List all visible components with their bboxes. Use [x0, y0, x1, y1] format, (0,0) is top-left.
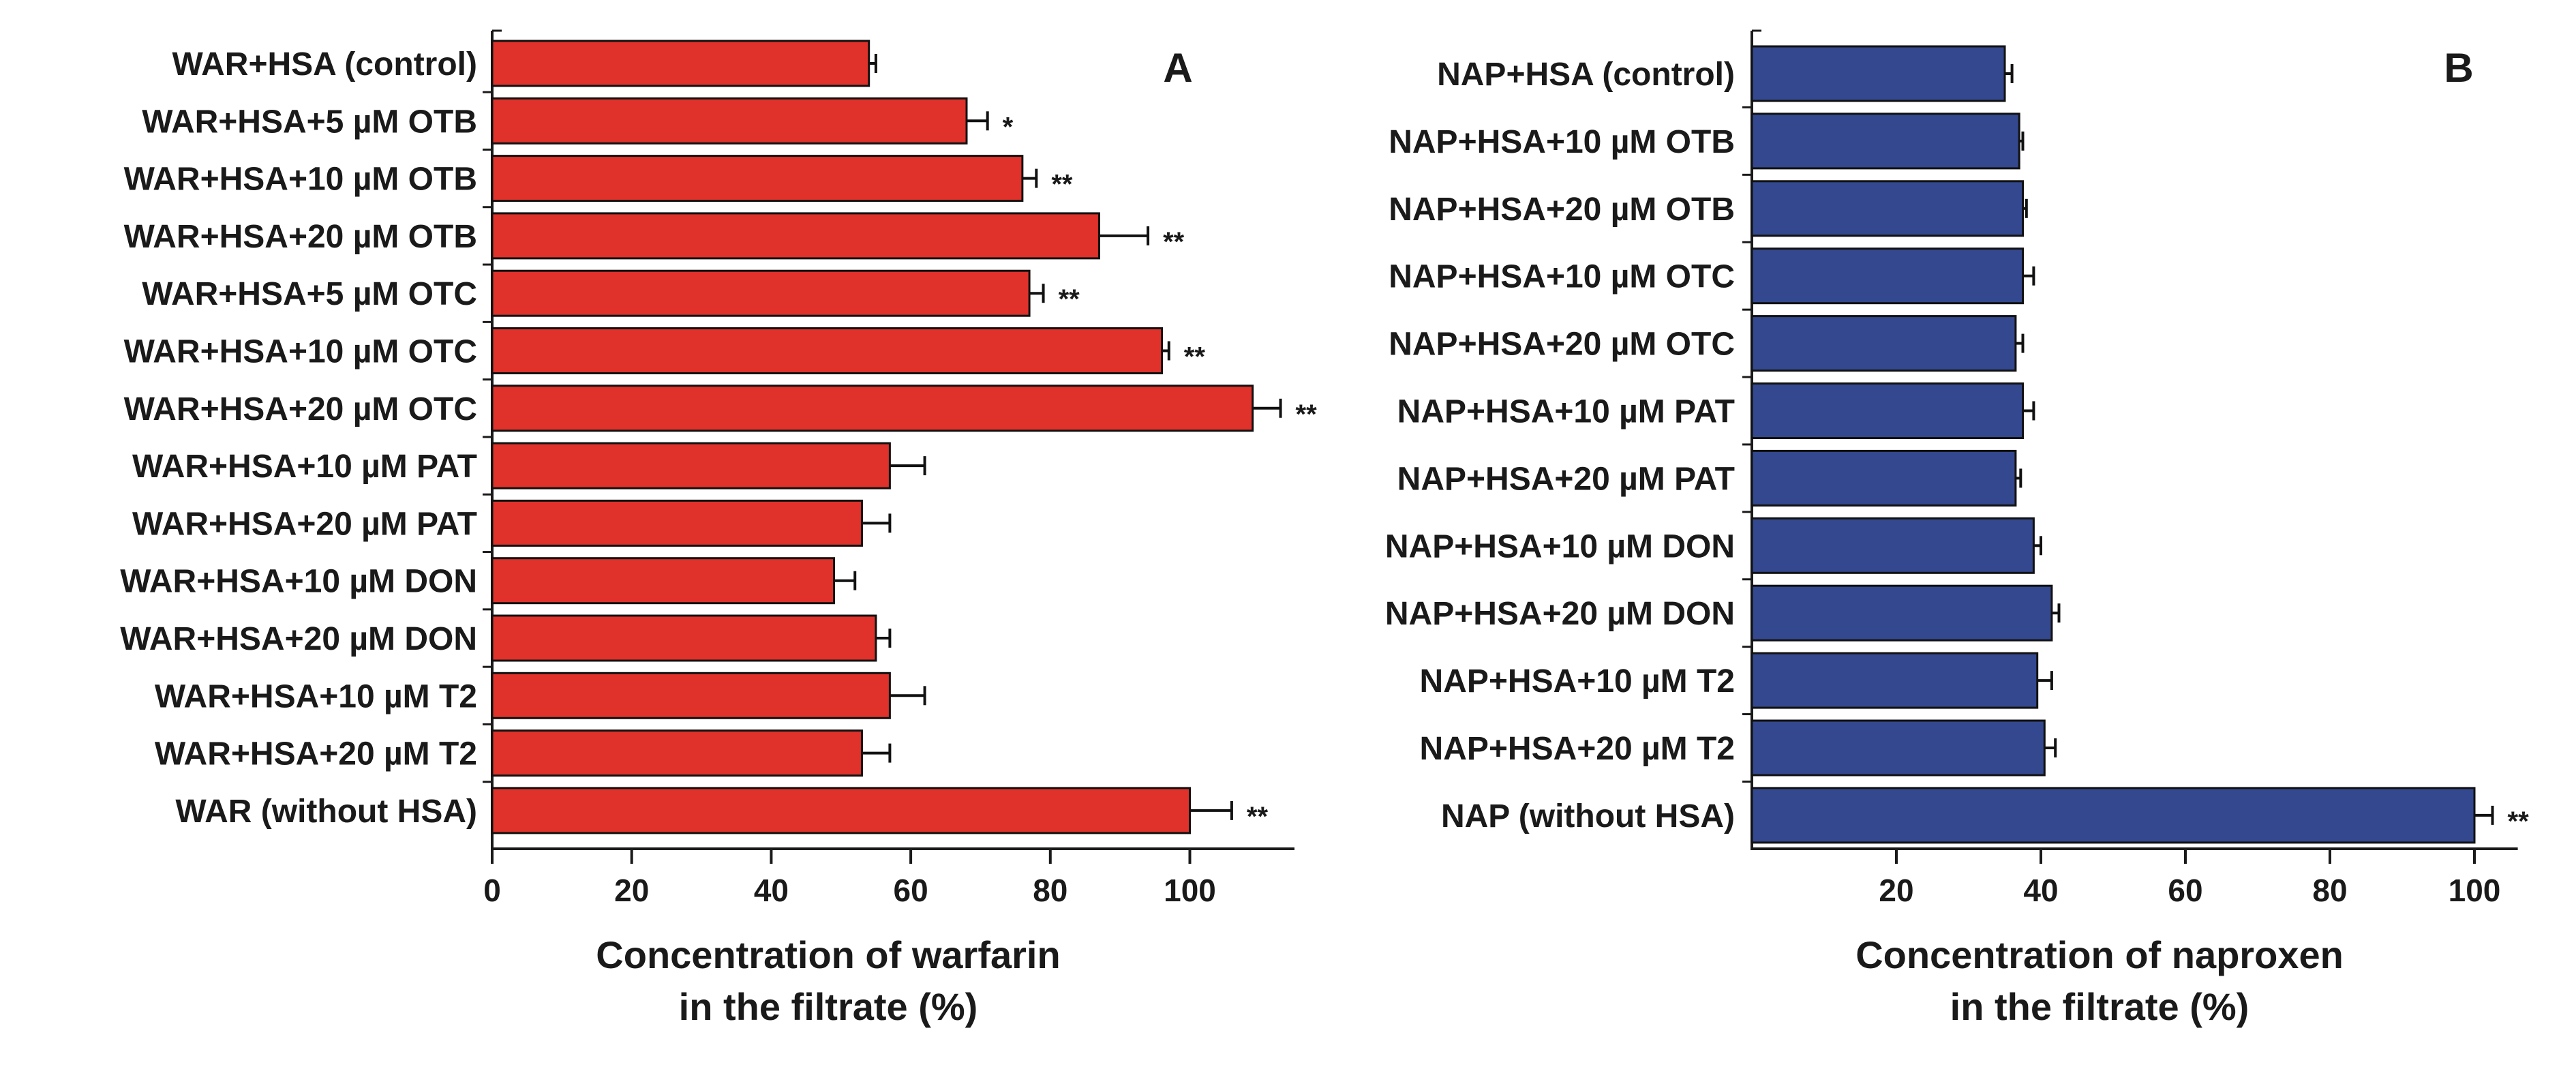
x-axis-title-line: Concentration of warfarin — [596, 933, 1060, 976]
category-label: NAP (without HSA) — [1441, 798, 1735, 834]
x-tick-label: 40 — [754, 873, 789, 908]
x-axis-title-line: Concentration of naproxen — [1855, 933, 2344, 976]
category-label: WAR+HSA+10 µM OTB — [124, 162, 477, 198]
bar — [1751, 787, 2476, 844]
category-label: WAR+HSA+5 µM OTB — [142, 104, 477, 140]
category-label: WAR+HSA+5 µM OTC — [142, 276, 477, 312]
category-label: WAR+HSA+20 µM OTB — [124, 219, 477, 255]
category-label: NAP+HSA+10 µM OTC — [1389, 259, 1735, 295]
category-label: WAR+HSA+20 µM OTC — [124, 391, 477, 427]
bar — [1751, 315, 2017, 372]
category-label: NAP+HSA+10 µM PAT — [1397, 394, 1735, 430]
x-tick-label: 100 — [1164, 873, 1216, 908]
category-label: NAP+HSA+20 µM DON — [1385, 596, 1735, 632]
significance-marker: ** — [1059, 284, 1080, 314]
category-label: WAR+HSA+10 µM OTC — [124, 334, 477, 370]
x-tick-label: 0 — [483, 873, 501, 908]
bar — [491, 40, 870, 87]
category-label: WAR+HSA+10 µM T2 — [155, 678, 477, 714]
significance-marker: ** — [1163, 227, 1185, 257]
x-axis-title-line: in the filtrate (%) — [1950, 985, 2249, 1028]
category-label: NAP+HSA+10 µM T2 — [1420, 663, 1735, 699]
category-label: NAP+HSA+20 µM PAT — [1397, 461, 1735, 497]
category-label: WAR+HSA+20 µM PAT — [132, 506, 477, 542]
category-label: WAR+HSA+20 µM T2 — [155, 736, 477, 772]
bar — [491, 327, 1164, 374]
category-label: NAP+HSA+20 µM OTC — [1389, 327, 1735, 363]
bar — [491, 614, 877, 662]
x-tick-label: 80 — [1033, 873, 1067, 908]
chart-panel-b: 20 40 60 80 100 NAP+HSA (control) NAP+HSA+10 µ… — [1385, 29, 2530, 1028]
bar — [491, 557, 836, 605]
x-tick-label: 60 — [2168, 873, 2202, 908]
bar — [1751, 652, 2039, 709]
bar — [491, 499, 863, 547]
bar — [491, 155, 1024, 202]
category-label: NAP+HSA (control) — [1437, 57, 1735, 93]
bar — [1751, 719, 2046, 777]
x-tick-label: 80 — [2312, 873, 2347, 908]
significance-marker: ** — [2508, 807, 2530, 837]
bar — [1751, 517, 2035, 574]
x-tick-label: 20 — [1879, 873, 1913, 908]
bar — [1751, 382, 2024, 439]
category-label: WAR+HSA+10 µM PAT — [132, 449, 477, 485]
category-label: WAR (without HSA) — [175, 794, 477, 830]
chart-panel-a: 0 20 40 60 80 100 WAR+HSA (control) WAR+HSA+5 µ… — [120, 29, 1318, 1028]
category-label: NAP+HSA+10 µM OTB — [1389, 124, 1735, 160]
x-tick-label: 60 — [894, 873, 928, 908]
significance-marker: ** — [1051, 170, 1073, 200]
bar — [491, 729, 863, 777]
bar — [491, 212, 1100, 260]
significance-marker: ** — [1247, 802, 1269, 832]
x-tick-label: 100 — [2449, 873, 2501, 908]
bar — [1751, 449, 2017, 507]
bar — [491, 269, 1031, 317]
significance-marker: ** — [1184, 342, 1206, 372]
bar — [491, 385, 1254, 432]
bar — [1751, 112, 2020, 170]
significance-marker: ** — [1296, 400, 1318, 430]
significance-marker: * — [1003, 112, 1014, 142]
bar — [1751, 247, 2024, 305]
category-label: WAR+HSA+20 µM DON — [120, 621, 477, 657]
panel-letter: B — [2444, 45, 2473, 91]
bar — [1751, 180, 2024, 237]
x-tick-label: 20 — [614, 873, 649, 908]
bar — [1751, 45, 2006, 102]
panel-letter: A — [1163, 45, 1192, 91]
bar — [1751, 584, 2053, 642]
category-label: NAP+HSA+20 µM OTB — [1389, 192, 1735, 228]
category-label: NAP+HSA+10 µM DON — [1385, 528, 1735, 564]
bar — [491, 442, 891, 490]
category-label: NAP+HSA+20 µM T2 — [1420, 731, 1735, 767]
category-label: WAR+HSA+10 µM DON — [120, 564, 477, 600]
x-axis-title-line: in the filtrate (%) — [679, 985, 978, 1028]
category-label: WAR+HSA (control) — [172, 46, 477, 82]
bar — [491, 97, 968, 145]
x-tick-label: 40 — [2023, 873, 2058, 908]
bar — [491, 672, 891, 719]
bar — [491, 787, 1191, 834]
